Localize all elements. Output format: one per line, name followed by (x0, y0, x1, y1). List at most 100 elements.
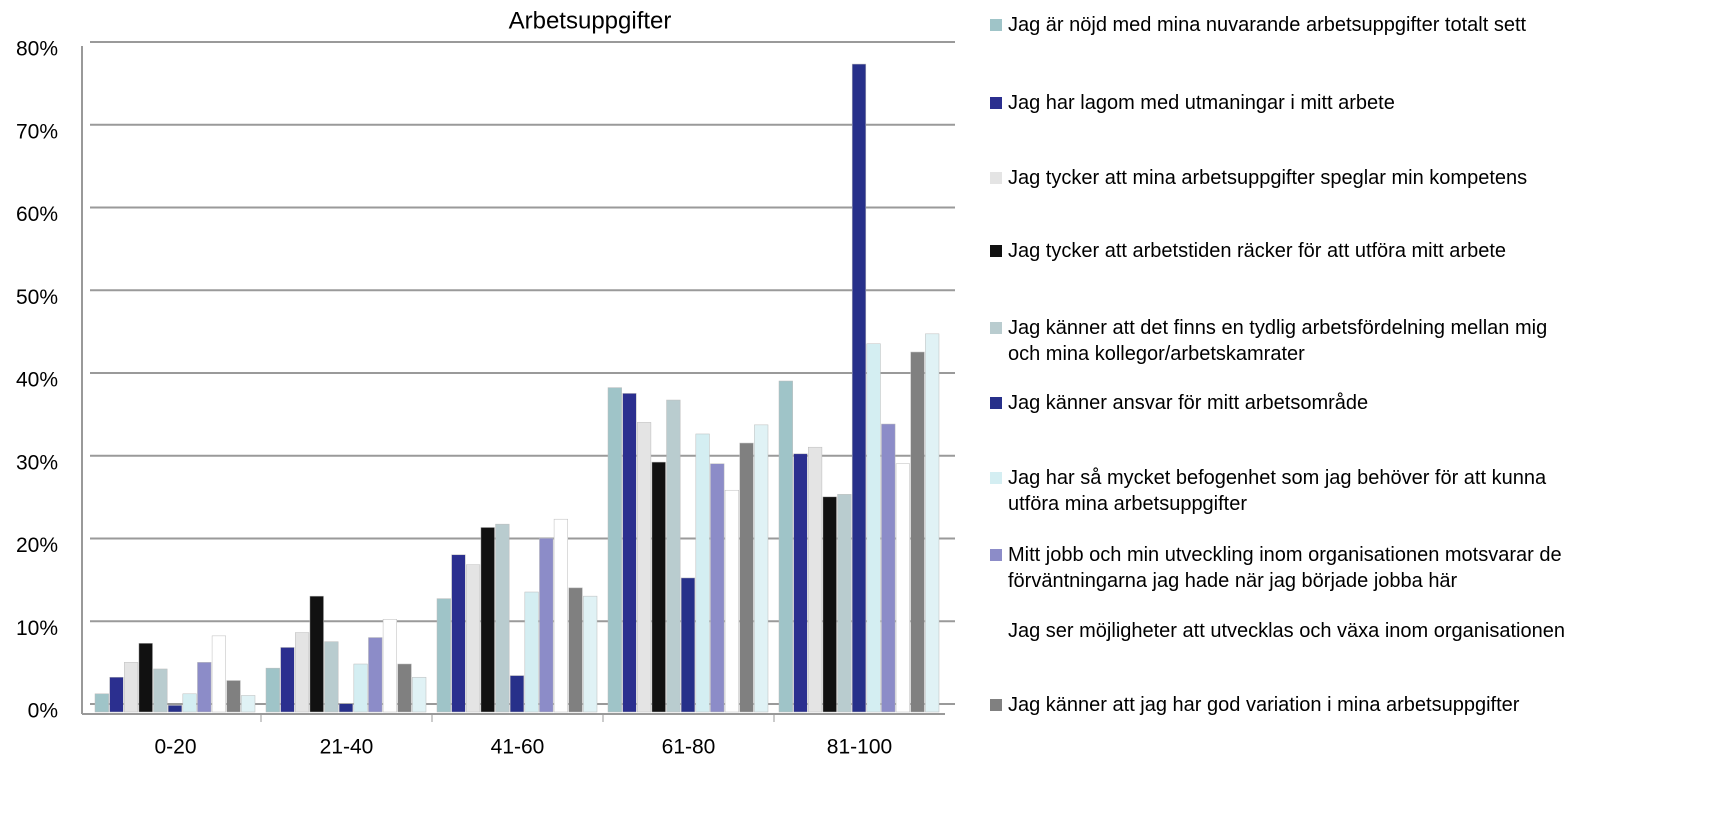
bar (808, 446, 823, 713)
bar (509, 675, 525, 713)
y-tick-label: 70% (16, 120, 58, 143)
bar (109, 676, 124, 713)
bar (524, 591, 539, 713)
bar (881, 423, 896, 713)
bar (265, 667, 280, 713)
legend-label: Jag tycker att arbetstiden räcker för at… (1008, 240, 1506, 262)
bar (226, 680, 241, 713)
bar (124, 662, 139, 713)
x-tick-label: 61-80 (662, 736, 716, 759)
bar (651, 461, 666, 713)
legend-entry: Jag känner att jag har god variation i m… (990, 692, 1568, 718)
legend-entry: Mitt jobb och min utveckling inom organi… (990, 542, 1568, 594)
bar (724, 489, 739, 713)
x-tick-label: 41-60 (491, 736, 545, 759)
bar (338, 703, 354, 713)
legend-swatch (990, 172, 1002, 184)
bar (412, 676, 427, 713)
legend-swatch (990, 19, 1002, 31)
bar (167, 705, 183, 713)
bar (539, 537, 554, 713)
bar (153, 668, 168, 713)
bar (309, 595, 324, 713)
bar (480, 527, 495, 713)
bar (324, 641, 339, 713)
y-tick-label: 60% (16, 203, 58, 226)
legend-entry: Jag har lagom med utmaningar i mitt arbe… (990, 90, 1568, 116)
bar (182, 693, 197, 713)
bar (910, 351, 925, 713)
legend-entry: Jag känner att det finns en tydlig arbet… (990, 315, 1568, 367)
legend-swatch (990, 699, 1002, 711)
chart: Arbetsuppgifter 0% 10% 20% 30% 40% 50% 60% 70% 8… (16, 7, 955, 759)
bar (622, 393, 637, 713)
bar (568, 587, 583, 713)
legend-swatch (990, 97, 1002, 109)
y-tick-label: 50% (16, 286, 58, 309)
legend-label: Jag har så mycket befogenhet som jag beh… (1008, 467, 1547, 515)
bar (925, 333, 940, 713)
legend-entry: Jag tycker att arbetstiden räcker för at… (990, 238, 1568, 264)
bar (241, 695, 256, 713)
bar (866, 343, 881, 713)
legend-label: Jag är nöjd med mina nuvarande arbetsupp… (1008, 14, 1527, 36)
legend-swatch (990, 322, 1002, 334)
legend-label: Jag tycker att mina arbetsuppgifter speg… (1008, 167, 1528, 189)
y-tick-label: 20% (16, 534, 58, 557)
bar (607, 387, 622, 713)
legend-swatch (990, 245, 1002, 257)
bar (197, 662, 212, 713)
legend-label: Mitt jobb och min utveckling inom organi… (1008, 544, 1562, 592)
bar (553, 518, 568, 713)
y-tick-label: 0% (28, 700, 58, 723)
legend-label: Jag känner att jag har god variation i m… (1008, 694, 1520, 716)
bar (495, 523, 510, 713)
legend-entry: Jag har så mycket befogenhet som jag beh… (990, 465, 1568, 517)
bar (280, 647, 295, 713)
bar (436, 598, 451, 713)
bar (451, 554, 466, 713)
legend-label: Jag känner ansvar för mitt arbetsområde (1008, 392, 1369, 414)
legend-label: Jag har lagom med utmaningar i mitt arbe… (1008, 92, 1395, 114)
bar (851, 63, 867, 713)
bar (710, 463, 725, 713)
legend-entry: Jag känner ansvar för mitt arbetsområde (990, 390, 1568, 416)
bar (94, 693, 109, 713)
legend-swatch (990, 549, 1002, 561)
bar (666, 399, 681, 713)
x-tick-label: 0-20 (154, 736, 196, 759)
bar (382, 619, 397, 713)
bar (778, 380, 793, 713)
legend-entry: Jag tycker att mina arbetsuppgifter speg… (990, 165, 1568, 191)
bar (637, 422, 652, 713)
bar (368, 637, 383, 713)
chart-title: Arbetsuppgifter (509, 7, 672, 34)
legend-label: Jag känner att det finns en tydlig arbet… (1008, 317, 1548, 365)
y-tick-label: 80% (16, 38, 58, 61)
bar (397, 663, 412, 713)
legend-swatch (990, 472, 1002, 484)
y-tick-label: 40% (16, 369, 58, 392)
bar (138, 643, 153, 713)
bar (680, 577, 696, 713)
y-tick-label: 30% (16, 451, 58, 474)
x-tick-label: 81-100 (827, 736, 892, 759)
x-tick-label: 21-40 (320, 736, 374, 759)
bar (466, 564, 481, 713)
bar (793, 453, 808, 713)
legend-swatch (990, 625, 1002, 637)
bar (353, 663, 368, 713)
bar (895, 463, 910, 713)
bar (822, 496, 837, 713)
bar (754, 424, 769, 713)
y-tick-label: 10% (16, 617, 58, 640)
legend-entry: Jag ser möjligheter att utvecklas och vä… (990, 618, 1568, 644)
bar (583, 595, 598, 713)
bar (295, 632, 310, 713)
bar (695, 433, 710, 713)
bar (211, 635, 226, 713)
bar (739, 442, 754, 713)
bar (837, 494, 852, 713)
legend-entry: Jag är nöjd med mina nuvarande arbetsupp… (990, 12, 1568, 38)
